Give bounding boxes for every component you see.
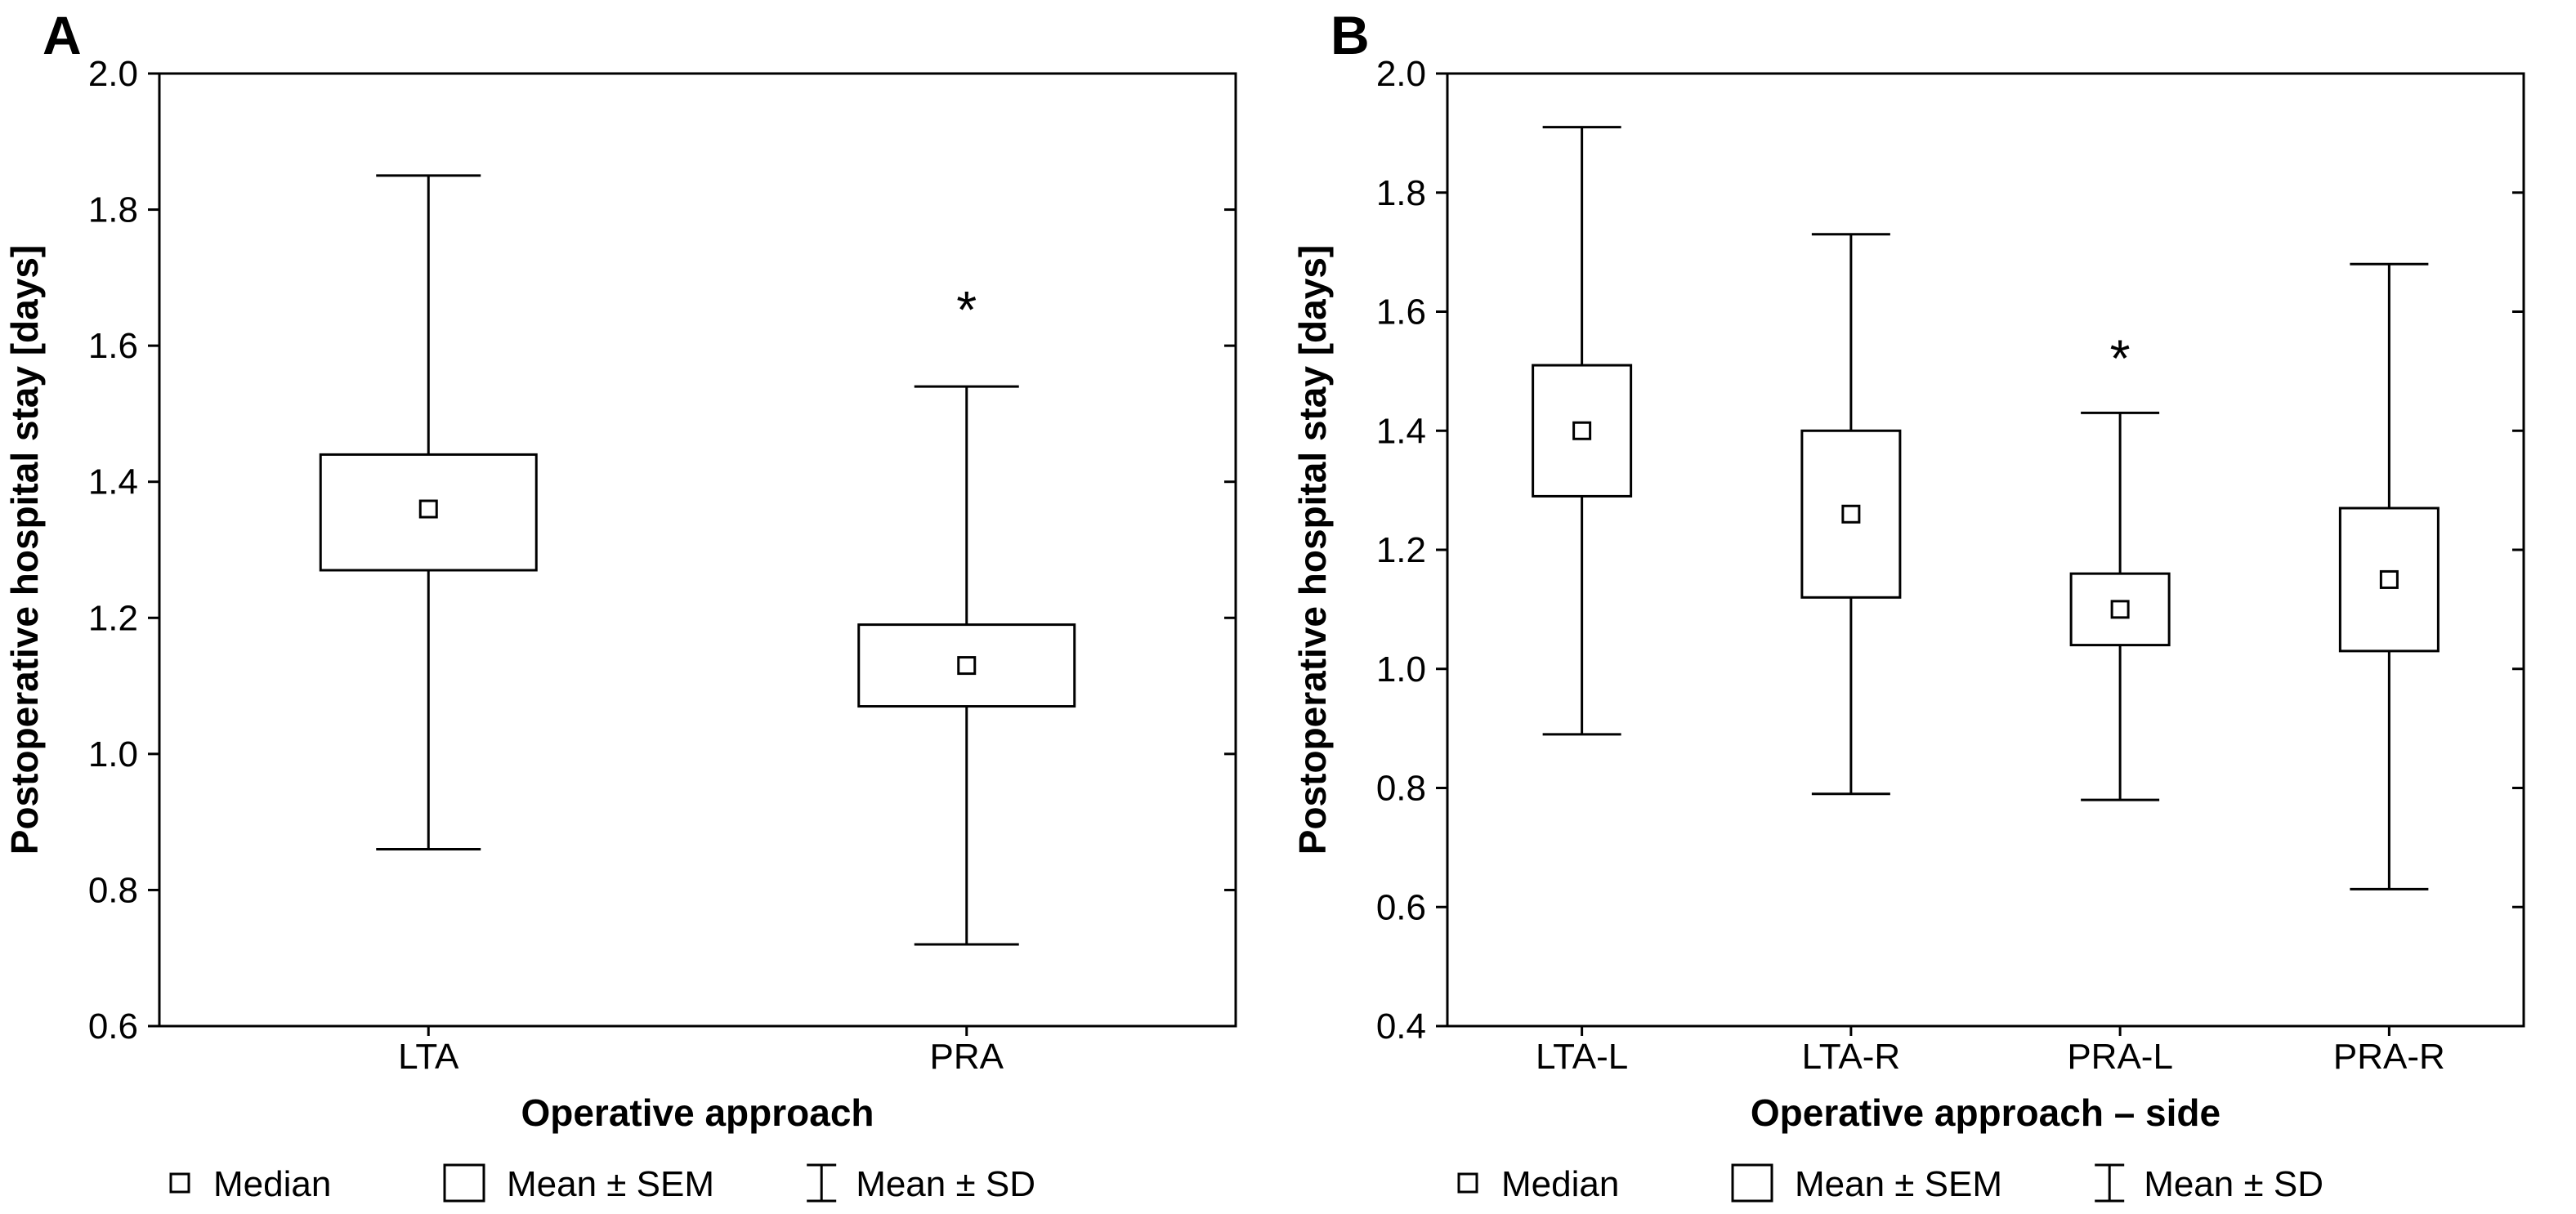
box-group-PRA-R <box>2338 262 2440 890</box>
x-axis-title: Operative approach – side <box>1751 1091 2220 1134</box>
box-group-LTA-L <box>1532 126 1633 736</box>
panel-b: B 0.4 0.6 0.8 1.0 1.2 1.4 1.6 1.8 2.0 Postoperativ… <box>1288 0 2576 1214</box>
sem-box-icon <box>1731 1163 1773 1203</box>
median-marker <box>2379 569 2399 589</box>
panel-letter: B <box>1330 5 1370 65</box>
boxplot-chart-a: A 0.6 0.8 1.0 1.2 1.4 1.6 1.8 2.0 Postoperative h… <box>3 5 1237 1204</box>
x-axis-title: Operative approach <box>521 1091 874 1134</box>
legend-label: Mean ± SEM <box>1795 1164 2002 1204</box>
y-axis-label: Postoperative hospital stay [days] <box>1291 245 1334 855</box>
y-tick-label: 0.4 <box>1376 1006 1426 1047</box>
panel-letter: A <box>42 5 82 65</box>
box-group-LTA <box>319 174 538 850</box>
significance-asterisk: * <box>2110 329 2131 388</box>
category-label: PRA <box>930 1037 1004 1077</box>
legend-item-sem-box: Mean ± SEM <box>443 1163 714 1204</box>
category-label: LTA-L <box>1536 1037 1628 1077</box>
significance-asterisk: * <box>956 280 977 339</box>
legend-item-sd-whisker: Mean ± SD <box>2095 1163 2323 1204</box>
median-marker <box>1841 504 1861 524</box>
median-square-icon <box>1457 1172 1478 1194</box>
y-tick-label: 1.0 <box>88 734 138 774</box>
box-group-LTA-R <box>1800 233 1902 796</box>
category-label: PRA-R <box>2333 1037 2445 1077</box>
category-label: PRA-L <box>2067 1037 2173 1077</box>
legend-label: Median <box>1501 1164 1619 1204</box>
legend-item-sem-box: Mean ± SEM <box>1731 1163 2002 1204</box>
legend-label: Mean ± SD <box>2144 1164 2323 1204</box>
box-group-PRA-L: * <box>2069 329 2171 801</box>
panel-a: A 0.6 0.8 1.0 1.2 1.4 1.6 1.8 2.0 Postoperative h… <box>3 5 1237 1204</box>
median-marker <box>2110 600 2130 619</box>
y-tick-label: 0.8 <box>1376 769 1426 809</box>
box-group-PRA: * <box>857 280 1076 946</box>
y-tick-label: 1.2 <box>88 598 138 638</box>
median-marker <box>1572 421 1592 440</box>
legend-item-median-square: Median <box>169 1164 331 1204</box>
legend-label: Median <box>213 1164 331 1204</box>
y-axis-label: Postoperative hospital stay [days] <box>3 245 46 855</box>
y-tick-label: 0.6 <box>88 1006 138 1047</box>
y-tick-label: 1.4 <box>88 462 138 502</box>
y-tick-label: 1.6 <box>88 326 138 366</box>
y-tick-label: 1.8 <box>88 190 138 230</box>
y-tick-label: 0.6 <box>1376 887 1426 927</box>
legend-label: Mean ± SEM <box>507 1164 714 1204</box>
y-tick-label: 1.4 <box>1376 411 1426 451</box>
boxplot-chart-b: B 0.4 0.6 0.8 1.0 1.2 1.4 1.6 1.8 2.0 Postoperativ… <box>1291 5 2525 1204</box>
y-tick-label: 2.0 <box>88 54 138 94</box>
median-square-icon <box>169 1172 190 1194</box>
sem-box <box>2069 572 2171 647</box>
y-tick-label: 2.0 <box>1376 54 1426 94</box>
legend-item-sd-whisker: Mean ± SD <box>807 1163 1035 1204</box>
legend-label: Mean ± SD <box>856 1164 1035 1204</box>
sem-box-icon <box>443 1163 485 1203</box>
y-tick-label: 1.6 <box>1376 292 1426 333</box>
y-tick-label: 0.8 <box>88 870 138 910</box>
y-tick-label: 1.8 <box>1376 173 1426 213</box>
category-label: LTA <box>398 1037 459 1077</box>
y-tick-label: 1.0 <box>1376 649 1426 690</box>
legend-item-median-square: Median <box>1457 1164 1619 1204</box>
median-marker <box>957 656 977 676</box>
category-label: LTA-R <box>1802 1037 1901 1077</box>
median-marker <box>418 499 438 519</box>
y-tick-label: 1.2 <box>1376 530 1426 570</box>
plot-border <box>158 72 1237 1028</box>
